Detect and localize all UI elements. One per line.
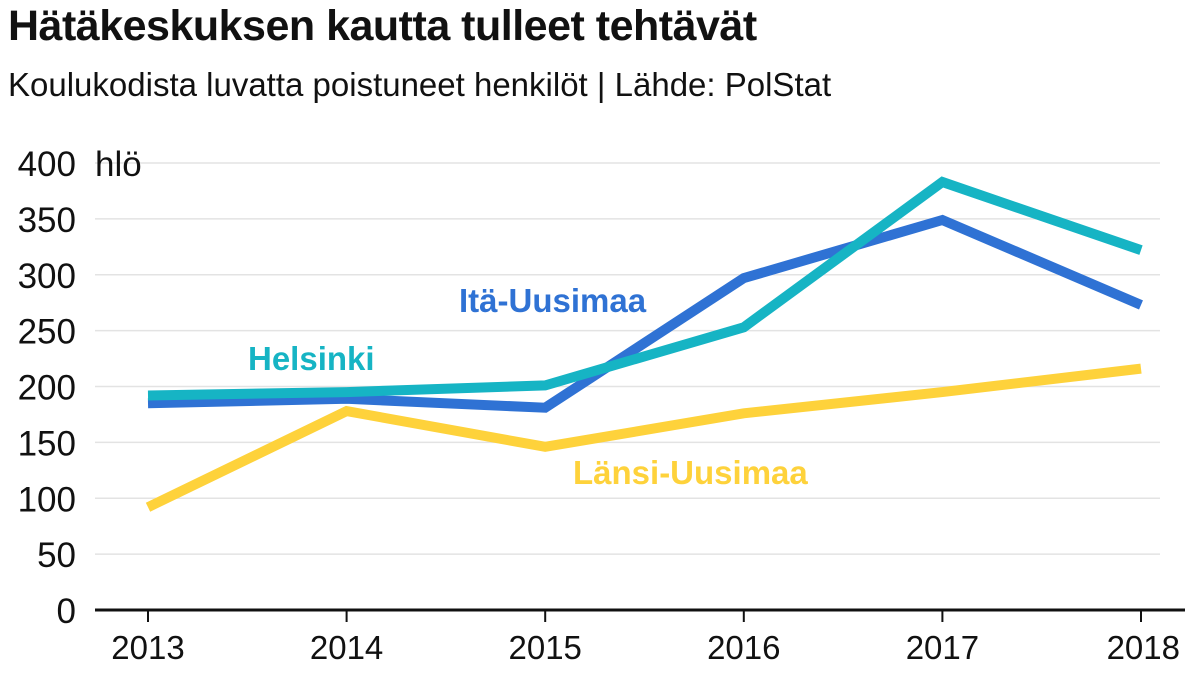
series-line-l-nsi-uusimaa <box>145 363 1142 512</box>
x-axis <box>95 608 1185 622</box>
x-tick-label: 2018 <box>1107 629 1180 666</box>
y-tick-label: 250 <box>18 313 76 352</box>
series-lines <box>145 176 1143 512</box>
y-tick-label: 400 <box>18 145 76 184</box>
x-tick-label: 2017 <box>906 629 979 666</box>
x-tick-label: 2014 <box>310 629 383 666</box>
y-tick-label: 100 <box>18 480 76 519</box>
y-tick-label: 200 <box>18 369 76 408</box>
series-line-helsinki <box>147 176 1143 401</box>
y-tick-label: 50 <box>37 536 76 575</box>
chart-title: Hätäkeskuksen kautta tulleet tehtävät <box>8 2 757 50</box>
y-axis-unit: hlö <box>95 145 142 184</box>
series-label: Itä-Uusimaa <box>459 282 647 319</box>
y-tick-label: 150 <box>18 424 76 463</box>
series-labels: Itä-Uusimaa Helsinki Länsi-Uusimaa <box>248 282 808 491</box>
x-axis-tick-labels: 2013 2014 2015 2016 2017 2018 <box>111 629 1180 666</box>
y-axis-unit-label: hlö <box>95 145 142 184</box>
x-tick-label: 2016 <box>707 629 780 666</box>
series-line-it-uusimaa <box>147 214 1143 413</box>
y-axis-tick-labels: 0 50 100 150 200 250 300 350 400 <box>18 145 76 631</box>
series-label: Länsi-Uusimaa <box>573 454 808 491</box>
y-tick-label: 0 <box>57 592 76 631</box>
series-label: Helsinki <box>248 340 375 377</box>
y-tick-label: 350 <box>18 201 76 240</box>
chart-subtitle: Koulukodista luvatta poistuneet henkilöt… <box>8 66 832 103</box>
y-tick-label: 300 <box>18 257 76 296</box>
x-tick-label: 2013 <box>111 629 184 666</box>
x-tick-label: 2015 <box>508 629 581 666</box>
